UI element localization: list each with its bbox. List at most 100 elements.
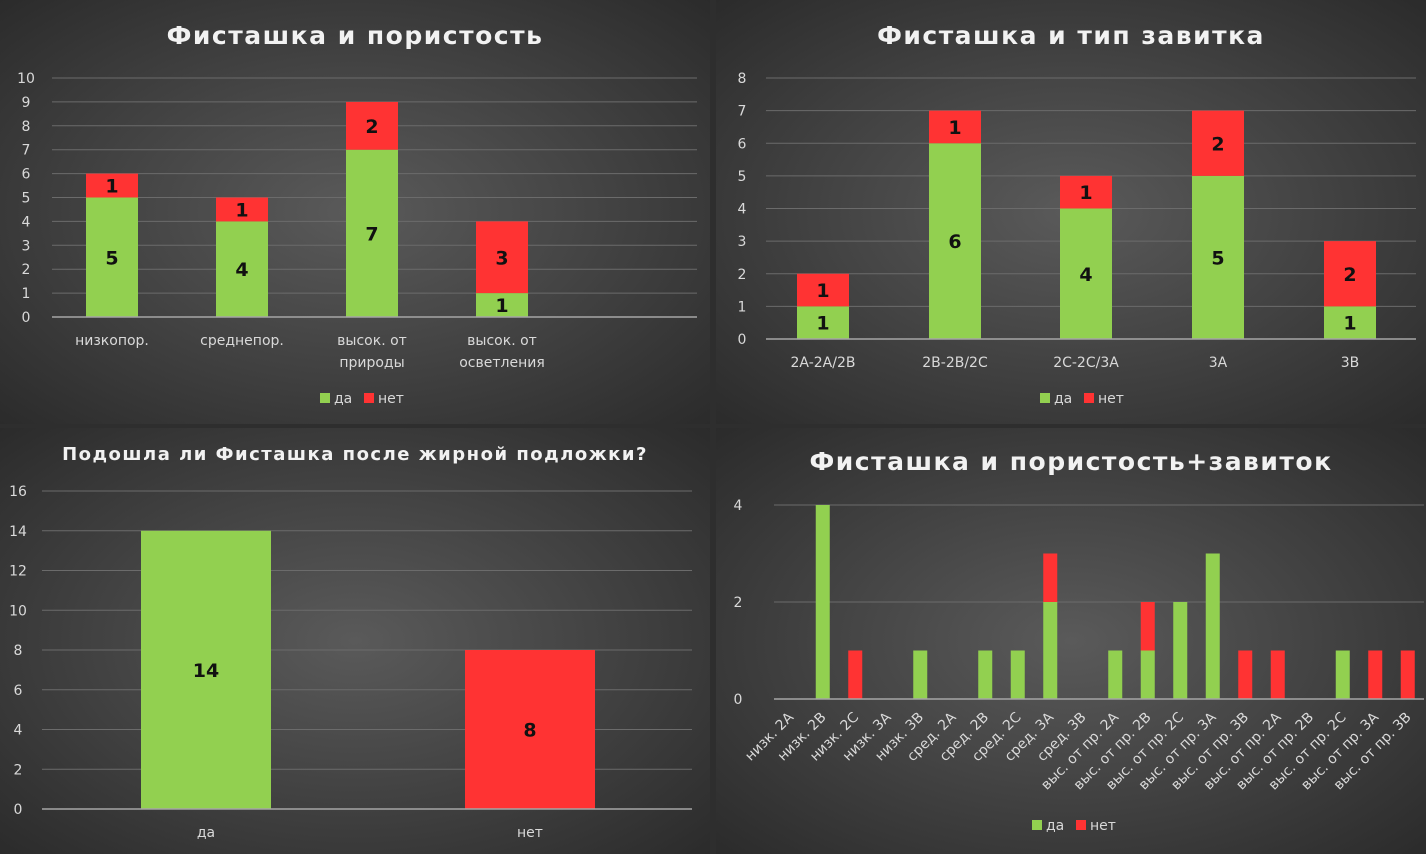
y-tick-label: 16 bbox=[9, 484, 27, 500]
chart-oily-base: Подошла ли Фисташка после жирной подложк… bbox=[9, 444, 692, 841]
y-tick-label: 14 bbox=[9, 524, 27, 540]
legend-swatch bbox=[1040, 393, 1050, 403]
x-category-label: да bbox=[197, 825, 215, 841]
y-tick-label: 2 bbox=[734, 595, 743, 611]
x-category-label: низкопор. bbox=[75, 333, 149, 349]
y-tick-label: 6 bbox=[14, 683, 23, 699]
bar-segment bbox=[1324, 241, 1376, 307]
data-label: 3 bbox=[495, 247, 508, 269]
bar-segment bbox=[346, 101, 398, 150]
data-label: 1 bbox=[105, 176, 118, 198]
legend-swatch bbox=[1084, 393, 1094, 403]
bar-segment bbox=[1108, 650, 1123, 699]
chart-title: Фисташка и пористость bbox=[167, 21, 544, 50]
data-label: 5 bbox=[105, 247, 118, 269]
y-tick-label: 10 bbox=[17, 71, 35, 87]
legend-label: да bbox=[1054, 391, 1072, 407]
y-tick-label: 4 bbox=[22, 214, 31, 230]
bar-segment bbox=[1043, 602, 1058, 699]
bar-segment bbox=[1010, 650, 1025, 699]
legend-label: нет bbox=[378, 391, 404, 407]
bar-segment bbox=[216, 221, 268, 317]
y-tick-label: 3 bbox=[22, 238, 31, 254]
y-tick-label: 12 bbox=[9, 564, 27, 580]
y-tick-label: 1 bbox=[738, 299, 747, 315]
y-tick-label: 8 bbox=[14, 643, 23, 659]
bar-segment bbox=[797, 273, 849, 307]
y-tick-label: 8 bbox=[22, 119, 31, 135]
bar-segment bbox=[1060, 175, 1112, 209]
x-category-label: 2A-2A/2B bbox=[791, 355, 856, 371]
data-label: 4 bbox=[1079, 264, 1092, 286]
legend-label: да bbox=[1046, 818, 1064, 834]
data-label: 1 bbox=[1079, 182, 1092, 204]
y-tick-label: 5 bbox=[22, 191, 31, 207]
bar-segment bbox=[86, 197, 138, 317]
data-label: 1 bbox=[816, 313, 829, 335]
bar-segment bbox=[1060, 208, 1112, 339]
bar-segment bbox=[929, 110, 981, 144]
y-tick-label: 6 bbox=[22, 167, 31, 183]
legend-swatch bbox=[364, 393, 374, 403]
data-label: 1 bbox=[235, 199, 248, 221]
bar-segment bbox=[346, 149, 398, 317]
bar-segment bbox=[1238, 650, 1253, 699]
chart-panel-porosity-curl: Фисташка и пористость+завиток 0 2 4 низк. 2A… bbox=[716, 428, 1426, 854]
y-tick-label: 0 bbox=[14, 802, 23, 818]
bar-segment bbox=[913, 650, 928, 699]
bar-segment bbox=[1140, 650, 1155, 699]
data-label: 1 bbox=[816, 280, 829, 302]
y-tick-label: 4 bbox=[734, 498, 743, 514]
data-label: 1 bbox=[1343, 313, 1356, 335]
bar-segment bbox=[797, 306, 849, 339]
y-tick-label: 9 bbox=[22, 95, 31, 111]
x-category-label: нет bbox=[517, 825, 543, 841]
y-tick-label: 2 bbox=[14, 762, 23, 778]
y-tick-label: 5 bbox=[738, 169, 747, 185]
legend-label: нет bbox=[1098, 391, 1124, 407]
bar-segment bbox=[216, 197, 268, 222]
bar-segment bbox=[1400, 650, 1415, 699]
bar-segment bbox=[86, 173, 138, 198]
chart-curl-type: Фисташка и тип завитка 0 1 2 3 4 5 6 7 8 1 1 2A-2A/2… bbox=[738, 21, 1416, 407]
x-category-label: 2B-2B/2C bbox=[922, 355, 988, 371]
bar-segment bbox=[1368, 650, 1383, 699]
data-label: 8 bbox=[523, 720, 536, 742]
bar-segment bbox=[476, 293, 528, 317]
x-category-label: высок. от bbox=[337, 333, 407, 349]
legend-swatch bbox=[1032, 820, 1042, 830]
chart-porosity: Фисташка и пористость 0 1 2 3 4 5 6 7 8 9 10 5 1 низко… bbox=[17, 21, 697, 407]
bar bbox=[141, 530, 271, 809]
y-tick-label: 6 bbox=[738, 136, 747, 152]
bar-segment bbox=[848, 650, 863, 699]
data-label: 2 bbox=[1211, 133, 1224, 155]
y-tick-label: 4 bbox=[738, 202, 747, 218]
bar-segment bbox=[1140, 602, 1155, 651]
chart-panel-curl-type: Фисташка и тип завитка 0 1 2 3 4 5 6 7 8 1 1 2A-2A/2… bbox=[716, 0, 1426, 424]
data-label: 1 bbox=[495, 295, 508, 317]
data-label: 2 bbox=[365, 116, 378, 138]
chart-panel-oily-base: Подошла ли Фисташка после жирной подложк… bbox=[0, 428, 710, 854]
x-category-label: высок. от bbox=[467, 333, 537, 349]
bar bbox=[465, 650, 595, 809]
bar-segment bbox=[1270, 650, 1285, 699]
y-tick-label: 0 bbox=[734, 692, 743, 708]
bar-segment bbox=[1192, 175, 1244, 339]
x-category-label: осветления bbox=[459, 355, 545, 371]
bar-segment bbox=[978, 650, 993, 699]
x-category-label: 3A bbox=[1209, 355, 1228, 371]
y-tick-label: 7 bbox=[22, 143, 31, 159]
y-tick-label: 0 bbox=[22, 310, 31, 326]
data-label: 7 bbox=[365, 223, 378, 245]
legend-label: да bbox=[334, 391, 352, 407]
y-tick-label: 7 bbox=[738, 104, 747, 120]
x-category-label: 2C-2C/3A bbox=[1053, 355, 1119, 371]
bar-segment bbox=[815, 505, 830, 699]
bar-segment bbox=[1192, 110, 1244, 176]
y-tick-label: 3 bbox=[738, 234, 747, 250]
y-tick-label: 10 bbox=[9, 603, 27, 619]
chart-title: Подошла ли Фисташка после жирной подложк… bbox=[62, 444, 648, 465]
data-label: 14 bbox=[193, 660, 219, 682]
y-tick-label: 1 bbox=[22, 286, 31, 302]
